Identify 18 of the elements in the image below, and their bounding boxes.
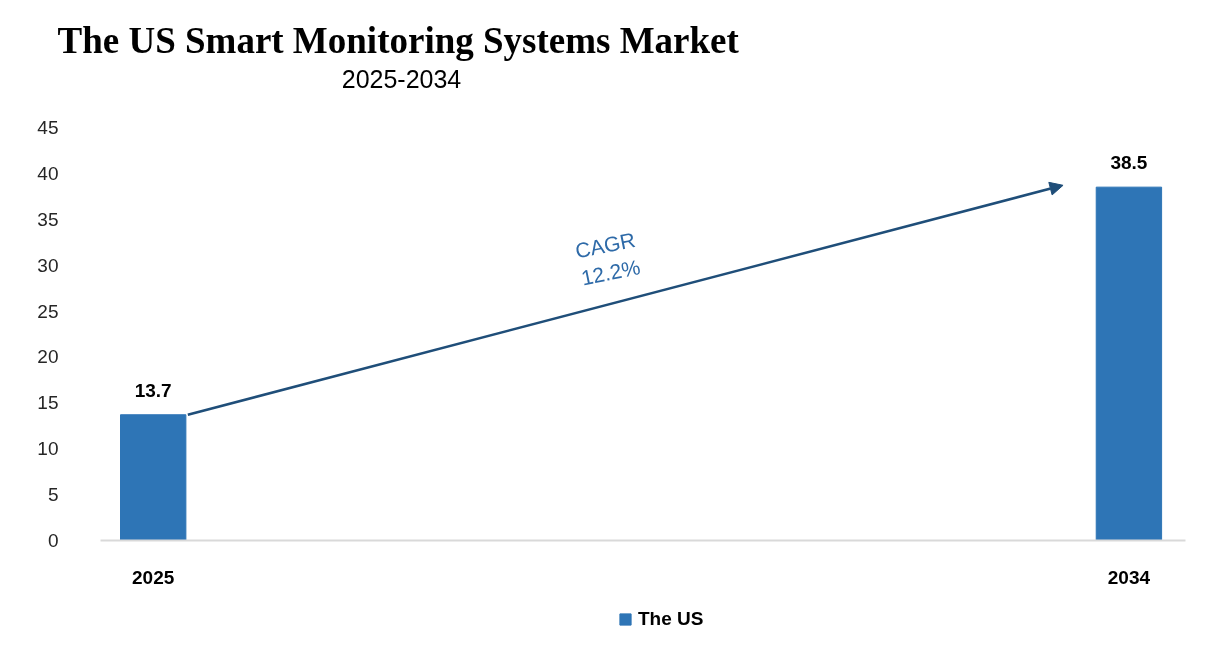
x-tick-label: 2025 — [132, 566, 175, 588]
y-tick-label: 30 — [37, 254, 59, 276]
legend-label: The US — [638, 608, 704, 630]
chart-subtitle: 2025-2034 — [341, 64, 462, 93]
y-tick-label: 0 — [47, 530, 59, 551]
chart-title: The US Smart Monitoring Systems Market — [57, 20, 740, 61]
annotation: CAGR 12.2% — [573, 227, 643, 290]
y-tick-label: 25 — [37, 300, 59, 322]
data-label: 38.5 — [1110, 152, 1148, 174]
y-tick-label: 15 — [37, 392, 59, 414]
y-tick-label: 45 — [37, 117, 59, 138]
y-tick-label: 10 — [37, 438, 59, 460]
y-tick-label: 35 — [37, 208, 59, 230]
y-tick-label: 40 — [37, 162, 59, 184]
x-tick-label: 2034 — [1107, 566, 1151, 588]
y-tick-label: 5 — [47, 484, 59, 506]
y-tick-label: 20 — [37, 346, 59, 368]
data-label: 13.7 — [134, 379, 172, 401]
